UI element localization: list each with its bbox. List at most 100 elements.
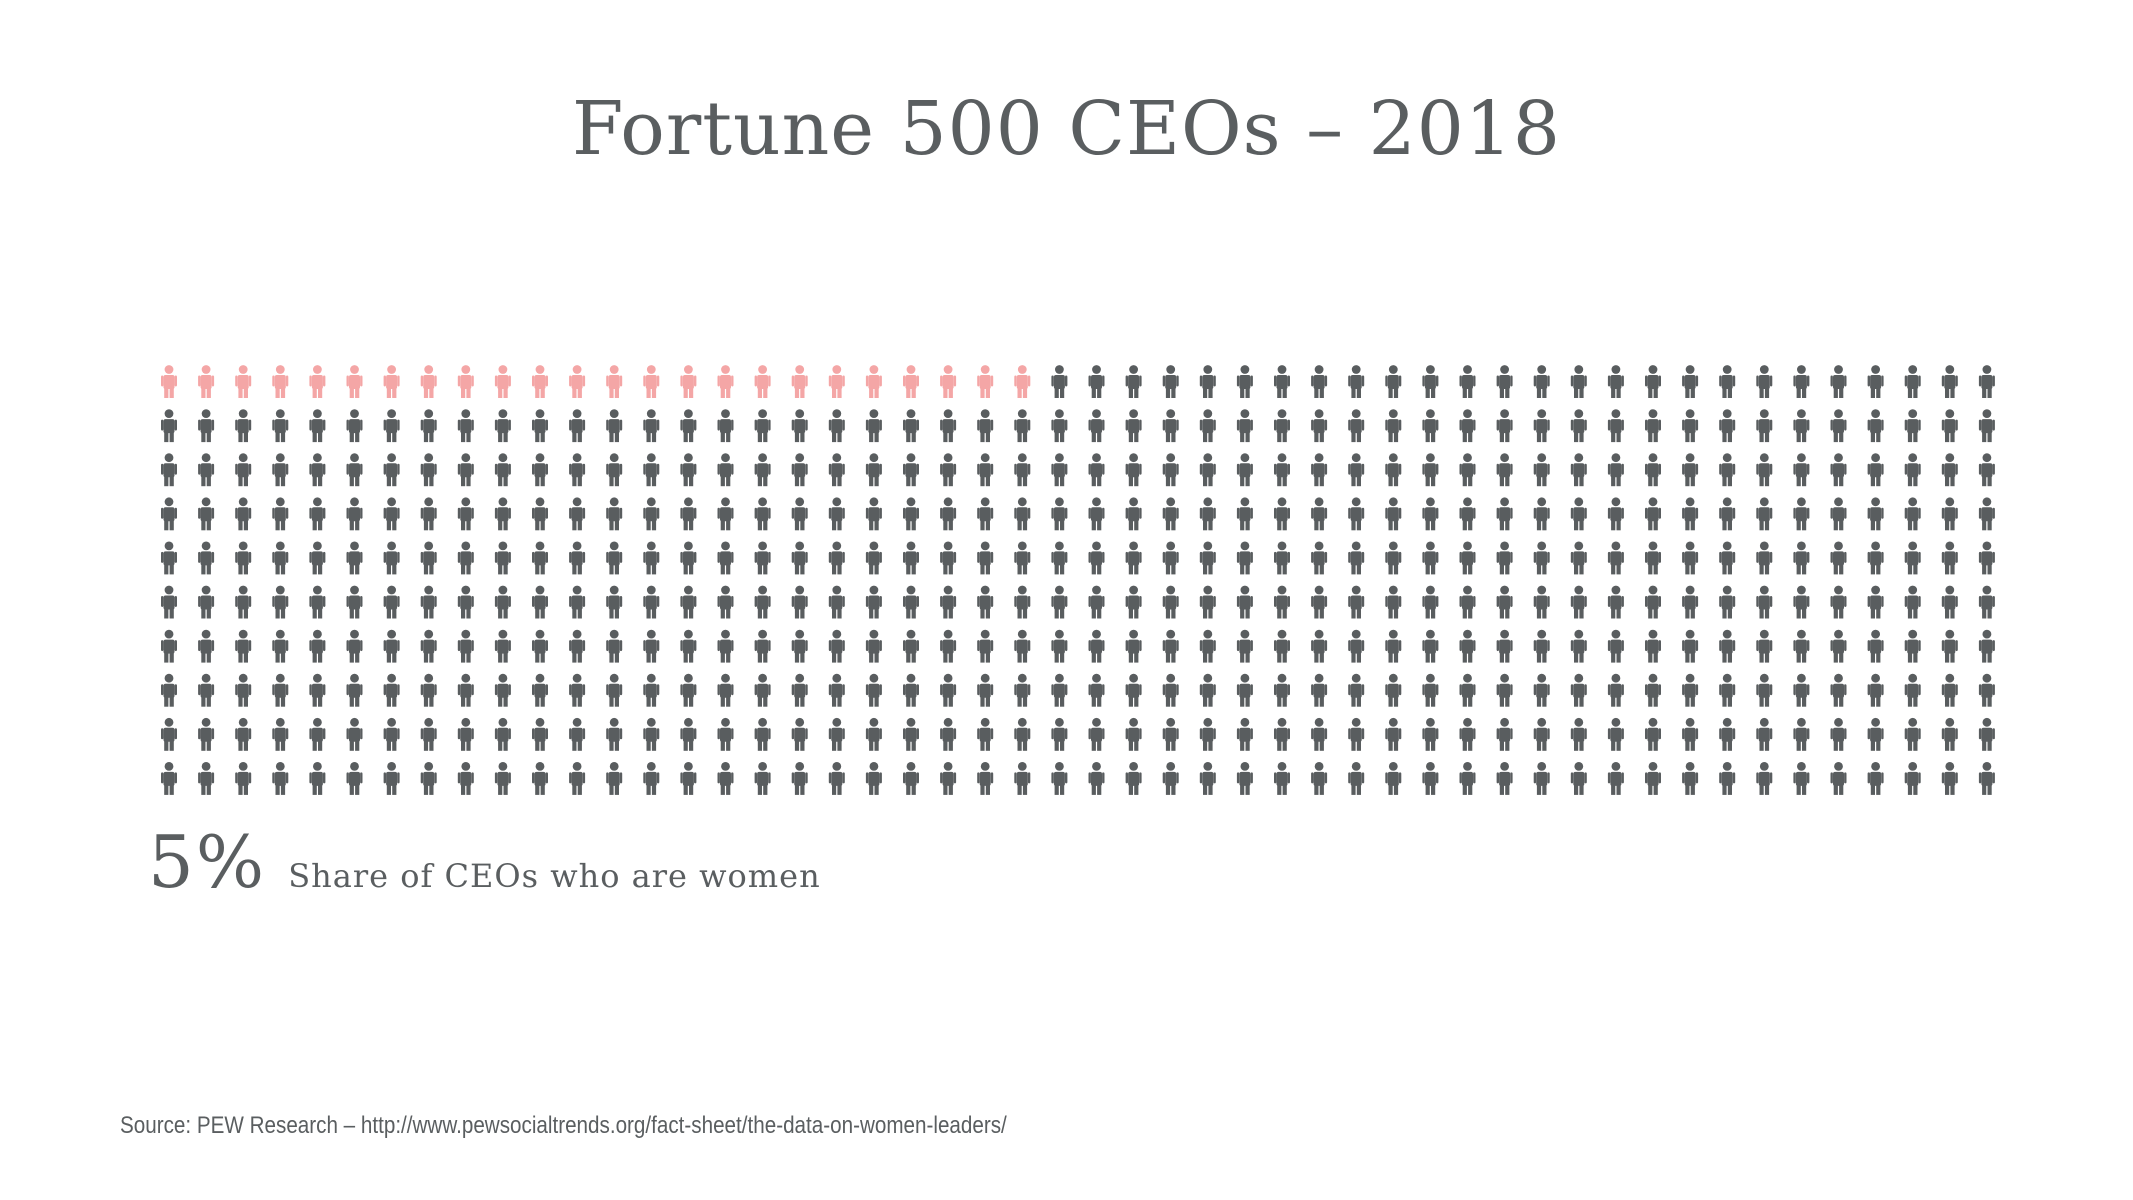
person-icon [606,585,623,619]
person-icon [903,409,919,443]
person-icon [346,453,363,487]
person-icon [1645,453,1661,487]
person-icon [1422,762,1439,795]
person-icon [1496,497,1513,531]
person-icon [1236,497,1253,531]
person-icon [680,409,697,443]
person-icon [1274,409,1290,443]
person-icon [309,585,326,619]
person-icon [1756,717,1773,751]
person-icon [346,762,363,795]
person-icon [1533,453,1550,487]
person-icon [791,541,808,575]
person-icon [1459,541,1476,575]
person-icon [1051,453,1068,487]
person-icon [1978,409,1995,443]
person-icon [977,717,994,751]
person-icon-highlighted [457,365,474,398]
person-icon [606,541,623,575]
person-icon [1496,409,1513,443]
person-icon [1570,497,1587,531]
person-icon [1348,365,1365,398]
person-icon [1348,453,1365,487]
person-icon [1014,541,1031,575]
person-icon [1051,629,1068,663]
person-icon [1348,497,1365,531]
person-icon [1904,453,1921,487]
person-icon [1607,585,1624,619]
person-icon [569,409,586,443]
person-icon-highlighted [643,365,660,398]
person-icon [1459,762,1476,795]
person-icon [1199,717,1216,751]
person-icon [606,673,623,707]
person-icon [457,453,474,487]
person-icon-highlighted [977,365,994,398]
person-icon [1459,365,1476,398]
person-icon [1274,365,1290,398]
person-icon [1311,365,1328,398]
person-icon [1422,585,1439,619]
person-icon [1051,762,1068,795]
person-icon [1570,717,1587,751]
person-icon [1533,629,1550,663]
person-icon [1830,585,1847,619]
person-icon [1756,585,1773,619]
person-icon-highlighted [828,365,845,398]
person-icon [1051,585,1068,619]
person-icon [1236,673,1253,707]
person-icon-highlighted [791,365,808,398]
person-icon [1830,497,1847,531]
person-icon [1014,717,1031,751]
person-icon [1533,717,1550,751]
person-icon [1719,541,1736,575]
person-icon [1311,585,1328,619]
person-icon [235,717,252,751]
person-icon [1867,541,1884,575]
person-icon [532,673,548,707]
person-icon [1311,409,1328,443]
person-icon [457,497,474,531]
person-icon [198,762,215,795]
person-icon [1978,585,1995,619]
person-icon [346,541,363,575]
person-icon [309,629,326,663]
person-icon [940,717,957,751]
person-icon [643,629,660,663]
person-icon [1274,762,1290,795]
person-icon [754,673,771,707]
person-icon [383,629,400,663]
person-icon [791,453,808,487]
person-icon [161,497,177,531]
person-icon [1570,629,1587,663]
person-icon [1904,365,1921,398]
person-icon [828,629,845,663]
person-icon [791,762,808,795]
person-icon [903,453,919,487]
person-icon [828,409,845,443]
person-icon [494,497,511,531]
person-icon [1645,365,1661,398]
person-icon [309,453,326,487]
person-icon [1793,717,1810,751]
person-icon [1645,762,1661,795]
person-icon [1311,717,1328,751]
person-icon [272,585,289,619]
person-icon [903,717,919,751]
person-icon [569,585,586,619]
person-icon [1719,629,1736,663]
person-icon [1607,762,1624,795]
person-icon [1459,497,1476,531]
person-icon [532,585,548,619]
person-icon [1978,365,1995,398]
person-icon [569,629,586,663]
person-icon [1978,673,1995,707]
person-icon [903,585,919,619]
person-icon [1125,409,1142,443]
person-icon [1941,497,1958,531]
person-icon [1385,497,1402,531]
person-icon [1051,717,1068,751]
person-icon [1533,365,1550,398]
person-icon [532,629,548,663]
person-icon [828,762,845,795]
